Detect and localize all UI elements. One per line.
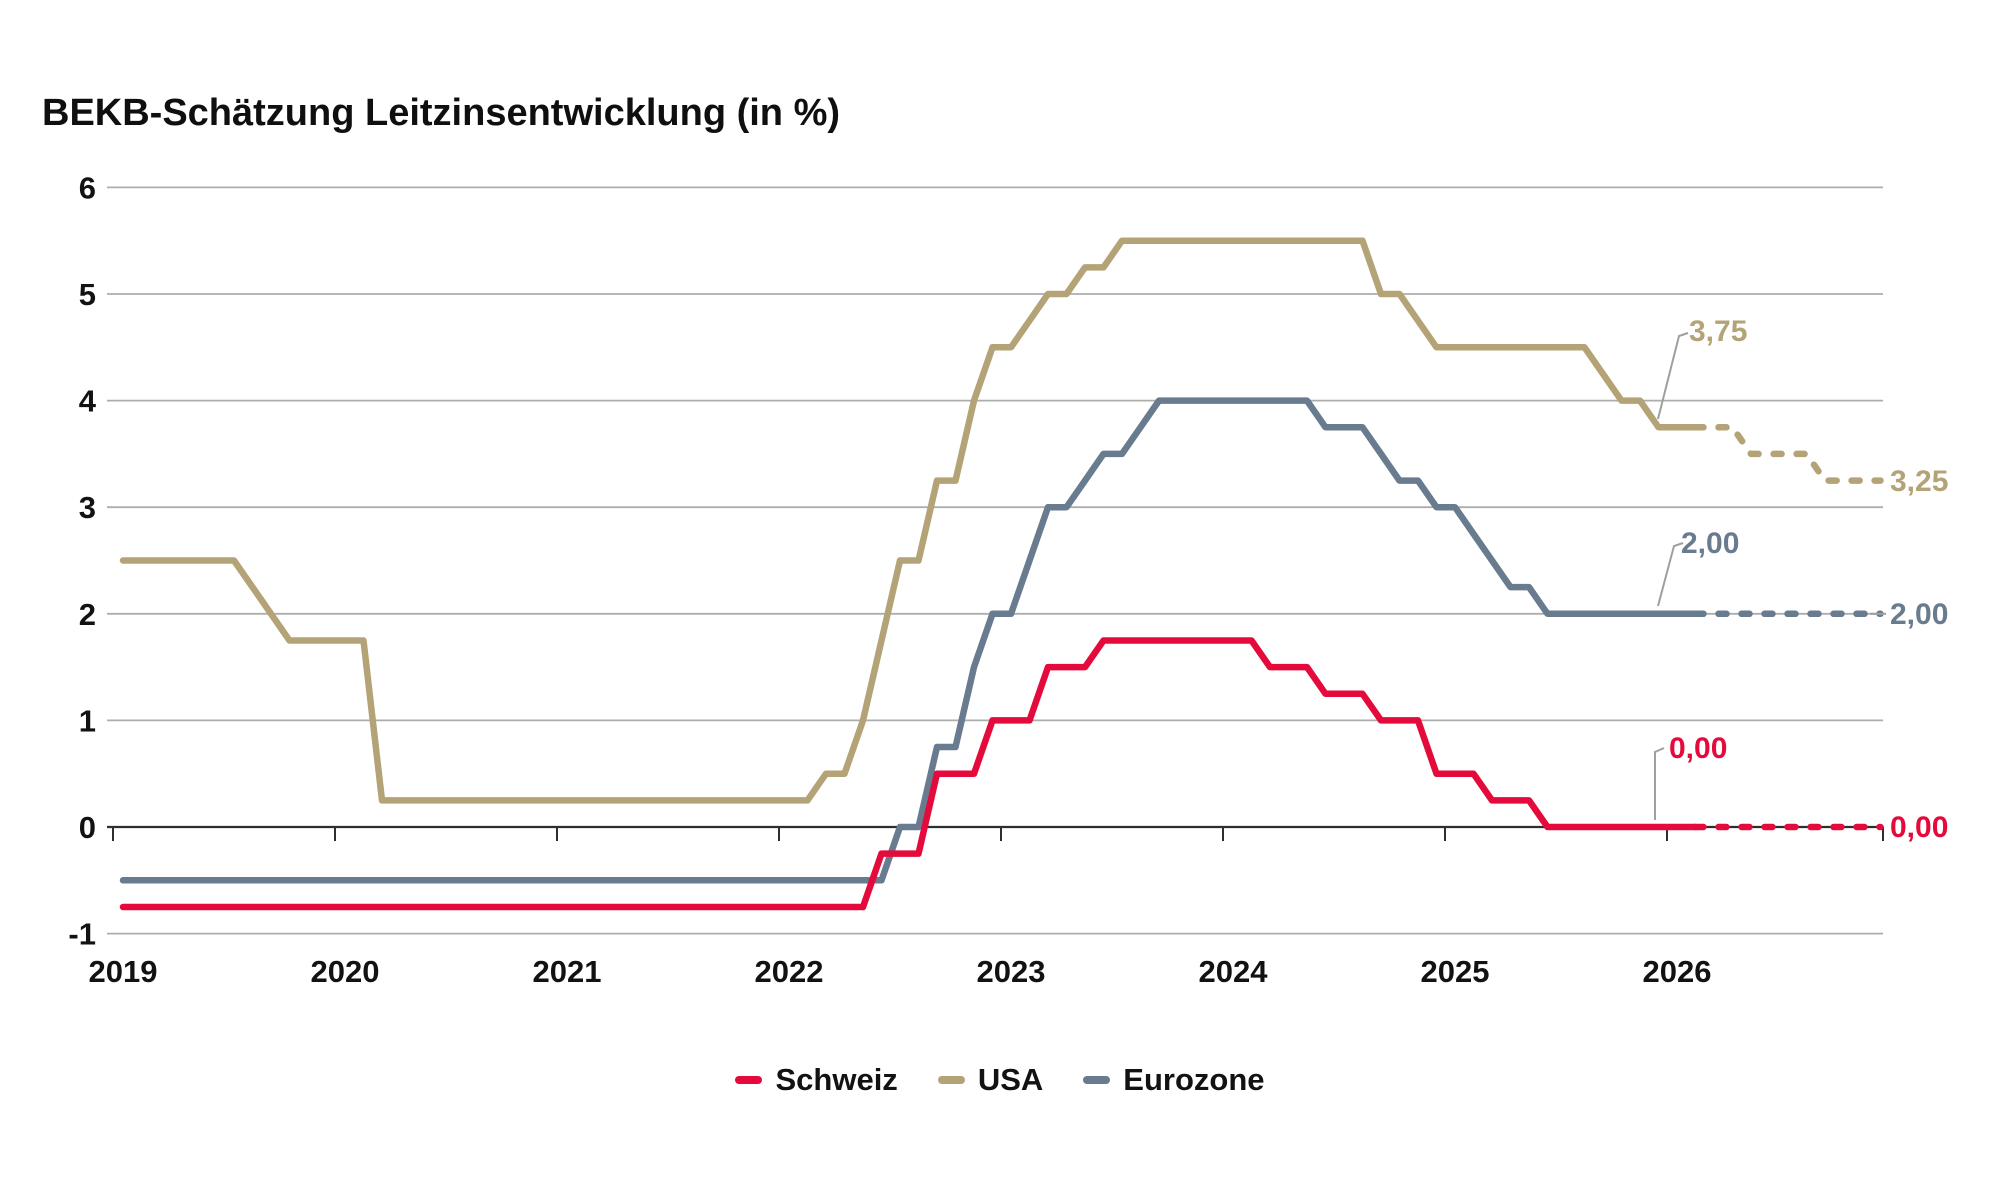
legend-item-schweiz: Schweiz (735, 1062, 898, 1098)
y-tick-label: 3 (79, 490, 96, 525)
annotation-leader-line (1657, 332, 1689, 420)
y-tick-label: 6 (79, 170, 96, 205)
x-tick-label: 2022 (755, 954, 824, 989)
annotation-label-schweiz-callout: 0,00 (1669, 732, 1727, 765)
y-tick-label: 1 (79, 703, 96, 738)
legend-label-usa: USA (977, 1062, 1044, 1097)
x-tick-label: 2025 (1421, 954, 1490, 989)
y-tick-label: -1 (68, 917, 96, 952)
series-line-usa-solid (119, 237, 1699, 804)
annotations: 3,75 2,00 0,00 3,25 2,00 0,00 (1654, 315, 1948, 844)
x-tick-label: 2020 (311, 954, 380, 989)
legend-label-schweiz: Schweiz (775, 1062, 898, 1097)
series-line-eurozone-solid (119, 397, 1699, 884)
x-tick-label: 2024 (1199, 954, 1269, 989)
gridlines (107, 186, 1883, 935)
annotation-label-eurozone-end: 2,00 (1890, 598, 1948, 631)
series-line-schweiz-solid (119, 637, 1699, 911)
schweiz-line-marker-icon (735, 1076, 763, 1084)
x-tick-label: 2021 (533, 954, 602, 989)
y-tick-label: 4 (79, 384, 97, 419)
y-tick-label: 2 (79, 597, 96, 632)
chart-title: BEKB-Schätzung Leitzinsentwicklung (in %… (42, 92, 841, 134)
annotation-leader-line (1657, 542, 1684, 607)
legend-item-usa: USA (937, 1062, 1044, 1098)
x-axis-labels: 2019 2020 2021 2022 2023 2024 2025 2026 (89, 954, 1712, 989)
chart-legend: Schweiz USA Eurozone (0, 1062, 2000, 1098)
annotation-leader-line (1654, 747, 1665, 820)
y-tick-label: 0 (79, 810, 96, 845)
annotation-label-usa-end: 3,25 (1890, 465, 1948, 498)
y-axis-labels: 6 5 4 3 2 1 0 -1 (68, 170, 96, 951)
legend-item-eurozone: Eurozone (1083, 1062, 1265, 1098)
x-tick-label: 2023 (977, 954, 1046, 989)
y-tick-label: 5 (79, 277, 96, 312)
annotation-label-eurozone-callout: 2,00 (1681, 527, 1739, 560)
x-tick-label: 2019 (89, 954, 158, 989)
usa-line-marker-icon (937, 1076, 965, 1084)
legend-label-eurozone: Eurozone (1123, 1062, 1265, 1097)
x-tick-label: 2026 (1643, 954, 1712, 989)
annotation-label-usa-callout: 3,75 (1689, 315, 1747, 348)
eurozone-line-marker-icon (1083, 1076, 1111, 1084)
annotation-label-schweiz-end: 0,00 (1890, 811, 1948, 844)
series-line-usa-forecast-dashed (1692, 424, 1884, 484)
